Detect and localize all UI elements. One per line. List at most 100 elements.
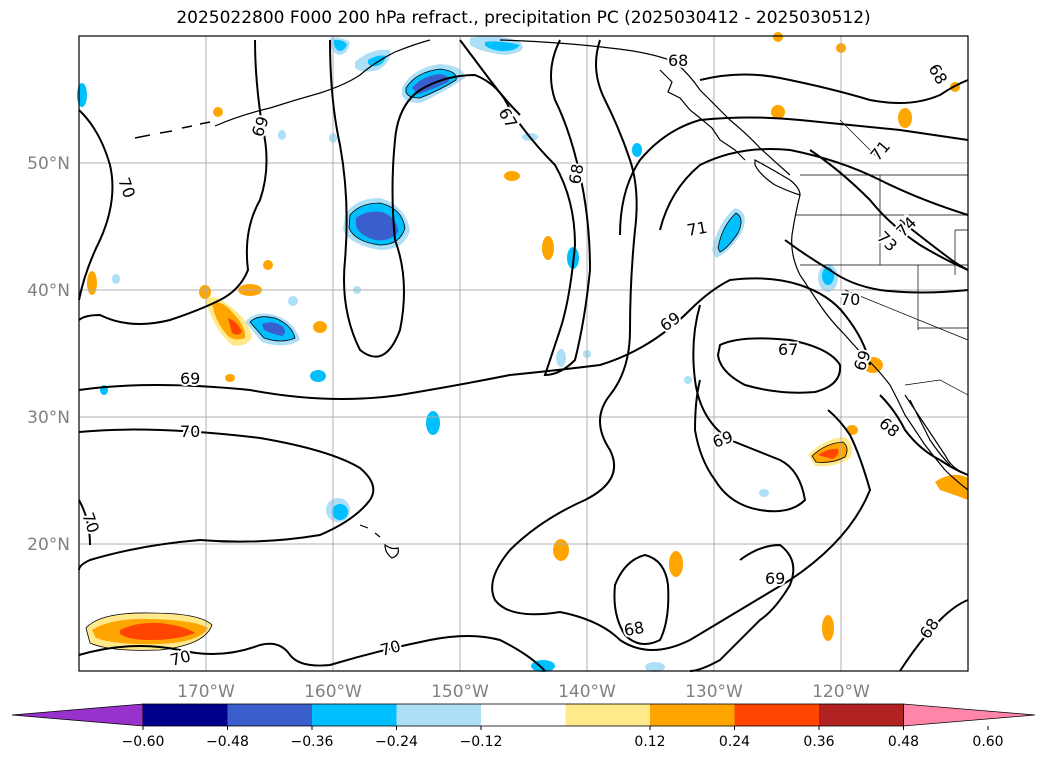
precip-patch-small-13 xyxy=(771,105,785,119)
lon-label-170w: 170°W xyxy=(177,682,235,702)
outline-bottomleft xyxy=(85,612,213,651)
border-state-3 xyxy=(844,289,969,341)
contour-label: 70 xyxy=(180,422,200,441)
colorbar-swatch xyxy=(565,704,650,726)
lon-label-140w: 140°W xyxy=(558,682,616,702)
contour-68-south-loop xyxy=(613,553,670,645)
contour-68-coast xyxy=(879,394,969,476)
precip-patch-small-16 xyxy=(773,32,783,42)
colorbar-swatch xyxy=(227,704,312,726)
contour-label: 68 xyxy=(565,162,587,185)
contour-70-coast xyxy=(784,239,969,294)
colorbar-swatch xyxy=(396,704,481,726)
contour-label: 68 xyxy=(622,618,645,640)
contour-label: 69 xyxy=(656,308,684,335)
contour-label: 70 xyxy=(378,636,403,660)
contour-69-main xyxy=(78,277,871,400)
precip-patch-small-6 xyxy=(213,107,223,117)
coast-aleutian-chain xyxy=(134,121,211,139)
colorbar-tick-label: 0.36 xyxy=(803,734,834,750)
precip-patch-small-3 xyxy=(313,321,327,333)
precip-patch-blue-small-1-inner xyxy=(332,504,348,520)
border-us-mexico xyxy=(904,379,969,396)
colorbar-tick-label: −0.60 xyxy=(122,734,165,750)
contour-69-se xyxy=(689,543,795,672)
colorbar-tick-label: 0.12 xyxy=(634,734,665,750)
colorbar-swatch xyxy=(312,704,397,726)
coast-baja-california xyxy=(904,394,959,471)
precip-patch-top-2-inner xyxy=(334,39,347,51)
contour-69-north xyxy=(78,39,268,325)
precip-patch-mexico xyxy=(935,474,968,500)
colorbar-tick-label: 0.60 xyxy=(972,734,1003,750)
contour-69-south xyxy=(692,304,807,513)
precip-patch-top-3-inner xyxy=(368,55,386,67)
contour-label: 71 xyxy=(685,218,708,240)
precip-patch-outlines xyxy=(85,68,848,651)
contour-label: 68 xyxy=(925,61,952,88)
lon-label-130w: 130°W xyxy=(685,682,743,702)
precip-patch-blue-small-9 xyxy=(556,349,566,367)
precip-patch-ne-pacific-inner xyxy=(228,318,242,335)
contour-70-main xyxy=(78,428,375,571)
negative-anomaly-patches xyxy=(77,35,838,672)
contour-label: 70 xyxy=(78,510,103,536)
contour-label: 69 xyxy=(180,369,200,388)
contour-label: 68 xyxy=(916,615,943,643)
contour-73 xyxy=(809,149,969,271)
contour-label: 67 xyxy=(778,340,798,359)
contour-label: 70 xyxy=(840,290,860,309)
border-state-2 xyxy=(800,175,968,330)
colorbar-swatch xyxy=(143,704,228,726)
contour-72 xyxy=(699,73,969,104)
coast-british-columbia-islands xyxy=(659,69,746,161)
precip-patch-baja-inner xyxy=(818,448,839,459)
colorbar-tick-label: 0.48 xyxy=(888,734,919,750)
precip-patch-small-4 xyxy=(87,271,97,295)
map-title: 2025022800 F000 200 hPa refract., precip… xyxy=(176,8,871,28)
precip-patch-blue-small-5 xyxy=(632,143,642,157)
precip-patch-blue-small-7 xyxy=(310,370,326,382)
colorbar: −0.60 −0.48 −0.36 −0.24 −0.12 0.12 0.24 0.36 0.4… xyxy=(11,703,1036,750)
contour-71-pnw xyxy=(659,148,969,231)
precip-patch-pnw-mid xyxy=(718,213,742,252)
colorbar-swatch xyxy=(650,704,735,726)
precip-patch-central-pacific-inner xyxy=(356,211,398,241)
colorbar-tick-label: −0.12 xyxy=(460,734,503,750)
outline-aleutian xyxy=(249,316,296,342)
precip-patch-small-10 xyxy=(553,539,569,561)
precip-patch-small-14 xyxy=(898,108,912,128)
precip-patch-small-5 xyxy=(263,260,273,270)
lat-label-20n: 20°N xyxy=(27,535,70,555)
lon-label-120w: 120°W xyxy=(812,682,870,702)
contour-label: 69 xyxy=(248,114,273,140)
outline-central-pacific xyxy=(348,202,406,246)
precip-patch-small-9 xyxy=(542,236,554,260)
precip-patch-top-1-inner xyxy=(485,41,520,52)
precip-patch-bottomleft-inner xyxy=(120,622,195,640)
precip-patch-blue-small-13 xyxy=(278,130,286,140)
contour-67-north xyxy=(459,39,521,116)
contour-70-se-corner xyxy=(899,599,969,672)
precip-patch-small-8 xyxy=(504,171,520,181)
lon-label-160w: 160°W xyxy=(304,682,362,702)
colorbar-tick-label: −0.24 xyxy=(375,734,418,750)
contour-68-loop xyxy=(329,39,592,377)
outline-pnw xyxy=(717,212,742,253)
contour-label: 70 xyxy=(168,646,193,670)
colorbar-swatch xyxy=(734,704,819,726)
precip-patch-aleutian-inner xyxy=(262,322,285,336)
positive-anomaly-patches xyxy=(86,32,968,651)
refractivity-contours xyxy=(78,39,969,672)
precip-patch-small-7 xyxy=(225,374,235,382)
colorbar-swatch xyxy=(819,704,904,726)
graticule xyxy=(79,36,968,671)
contour-68-tongue xyxy=(491,39,872,651)
precip-patch-blue-small-16 xyxy=(112,274,120,284)
contour-label: 71 xyxy=(867,137,895,165)
outline-baja xyxy=(811,441,848,463)
precip-patch-blue-small-2 xyxy=(426,411,440,435)
precip-patch-blue-small-18 xyxy=(684,376,692,384)
precip-patch-blue-small-19 xyxy=(759,489,769,497)
lat-label-30n: 30°N xyxy=(27,408,70,428)
